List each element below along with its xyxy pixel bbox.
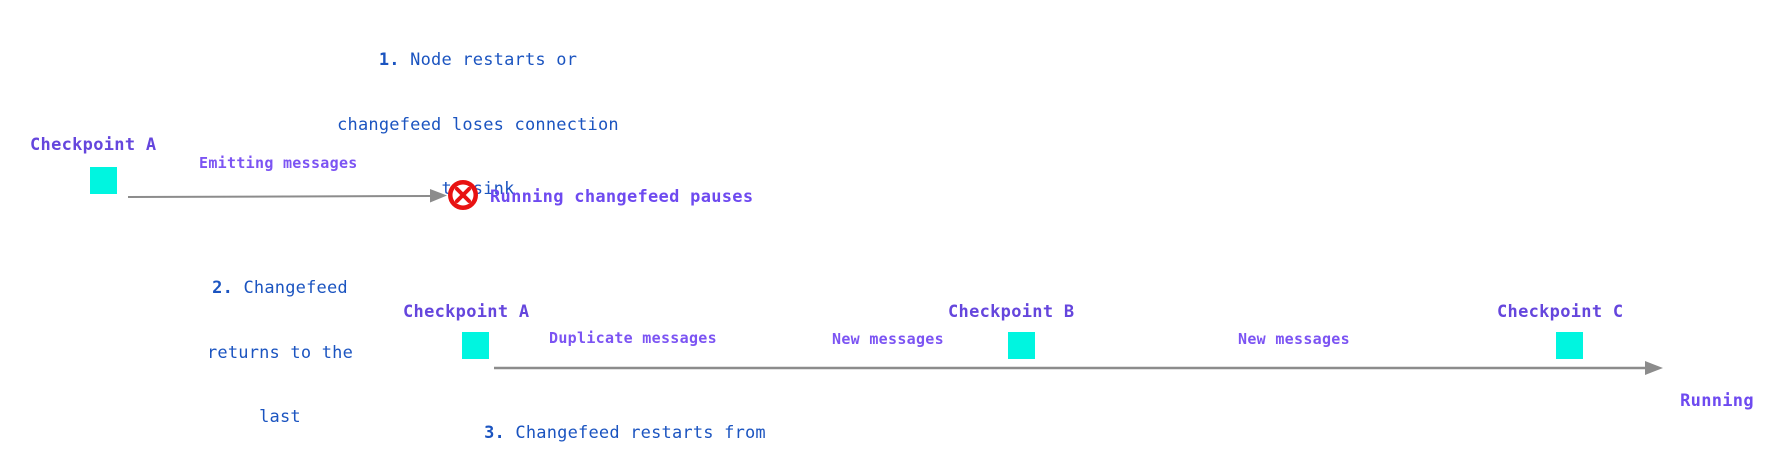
note-step-3: 3. Changefeed restarts from last checkpo… (474, 380, 776, 451)
resumes-label-line-1: Running (1680, 391, 1754, 411)
crossed-circle-icon (448, 180, 478, 210)
note-step-1-line-2: changefeed loses connection (337, 114, 619, 135)
new-messages-label-2: New messages (1238, 330, 1350, 348)
note-step-2-line-1: 2. Changefeed (212, 278, 348, 298)
note-step-2-line-3: last (259, 407, 301, 427)
running-changefeed-resumes-label: Running changefeed resumes (1638, 344, 1779, 451)
checkpoint-b-label: Checkpoint B (948, 302, 1075, 322)
checkpoint-b-marker (1008, 332, 1035, 359)
new-messages-label-1: New messages (832, 330, 944, 348)
running-changefeed-pauses-label: Running changefeed pauses (490, 187, 754, 207)
note-step-3-line-1: 3. Changefeed restarts from (484, 423, 766, 443)
note-step-2: 2. Changefeed returns to the last checkp… (180, 235, 380, 451)
duplicate-messages-label: Duplicate messages (549, 329, 717, 347)
checkpoint-c-label: Checkpoint C (1497, 302, 1624, 322)
checkpoint-a-marker-resumed (462, 332, 489, 359)
note-step-2-line-2: returns to the (206, 342, 354, 363)
resume-arrow (494, 361, 1663, 375)
emitting-messages-label: Emitting messages (199, 154, 358, 172)
note-step-1-line-1: 1. Node restarts or (378, 50, 578, 70)
checkpoint-c-marker (1556, 332, 1583, 359)
checkpoint-a-label-paused: Checkpoint A (30, 135, 157, 155)
note-step-1: 1. Node restarts or changefeed loses con… (318, 7, 638, 244)
checkpoint-a-label-resumed: Checkpoint A (403, 302, 530, 322)
checkpoint-a-marker-paused (90, 167, 117, 194)
